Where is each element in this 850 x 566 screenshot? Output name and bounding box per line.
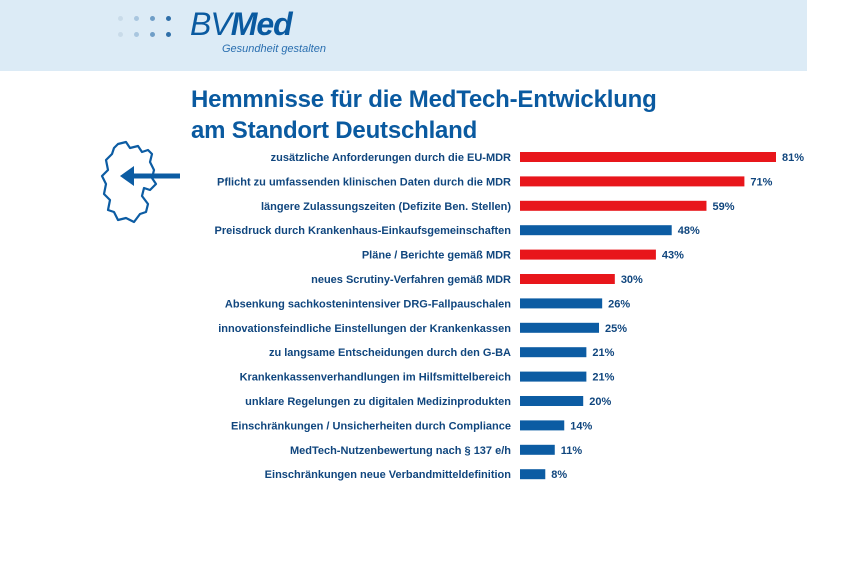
category-label: MedTech-Nutzenbewertung nach § 137 e/h <box>290 445 511 457</box>
value-label: 48% <box>678 225 700 237</box>
bar <box>520 469 546 480</box>
value-label: 26% <box>608 298 630 310</box>
bar <box>520 225 672 236</box>
value-label: 71% <box>750 176 772 188</box>
category-label: zu langsame Entscheidungen durch den G-B… <box>269 347 511 359</box>
germany-map-icon <box>100 140 180 224</box>
category-label: Absenkung sachkostenintensiver DRG-Fallp… <box>225 298 511 310</box>
value-label: 20% <box>589 396 611 408</box>
value-label: 8% <box>551 469 567 481</box>
bar <box>520 152 776 162</box>
category-label: innovationsfeindliche Einstellungen der … <box>218 323 511 335</box>
category-label: Krankenkassenverhandlungen im Hilfsmitte… <box>240 372 512 384</box>
bar <box>520 396 584 406</box>
value-label: 43% <box>662 250 684 262</box>
category-label: Einschränkungen / Unsicherheiten durch C… <box>231 420 511 432</box>
category-label: Preisdruck durch Krankenhaus-Einkaufsgem… <box>215 225 512 237</box>
arrow-head-icon <box>120 166 134 186</box>
chart-title: Hemmnisse für die MedTech-Entwicklung am… <box>191 84 657 146</box>
category-label: längere Zulassungszeiten (Defizite Ben. … <box>261 201 511 213</box>
category-label: zusätzliche Anforderungen durch die EU-M… <box>271 152 511 164</box>
category-label: neues Scrutiny-Verfahren gemäß MDR <box>311 274 511 286</box>
logo-tagline: Gesundheit gestalten <box>222 43 326 55</box>
bar <box>520 249 656 260</box>
logo-dots-icon <box>116 10 186 40</box>
value-label: 11% <box>561 445 583 457</box>
bar <box>520 274 615 284</box>
logo-bv: BV <box>190 6 232 42</box>
category-label: Einschränkungen neue Verbandmitteldefini… <box>265 469 512 481</box>
category-label: Pläne / Berichte gemäß MDR <box>362 250 511 262</box>
value-label: 30% <box>621 274 643 286</box>
category-label: Pflicht zu umfassenden klinischen Daten … <box>217 176 511 188</box>
bar <box>520 444 555 455</box>
category-label: unklare Regelungen zu digitalen Medizinp… <box>245 396 511 408</box>
bar <box>520 347 587 358</box>
bar <box>520 371 587 382</box>
bar <box>520 420 565 431</box>
value-label: 14% <box>570 420 592 432</box>
value-label: 21% <box>592 347 614 359</box>
title-line-1: Hemmnisse für die MedTech-Entwicklung <box>191 86 657 113</box>
value-label: 59% <box>712 201 734 213</box>
title-line-2: am Standort Deutschland <box>191 117 478 144</box>
brand-logo: BVMed <box>190 6 293 42</box>
bar <box>520 322 600 333</box>
value-label: 81% <box>782 152 804 164</box>
bar <box>520 200 707 211</box>
bar <box>520 176 745 187</box>
logo-med: Med <box>230 6 293 42</box>
bar <box>520 298 603 309</box>
value-label: 25% <box>605 323 627 335</box>
value-label: 21% <box>592 372 614 384</box>
header-banner: BVMed Gesundheit gestalten <box>0 0 807 71</box>
